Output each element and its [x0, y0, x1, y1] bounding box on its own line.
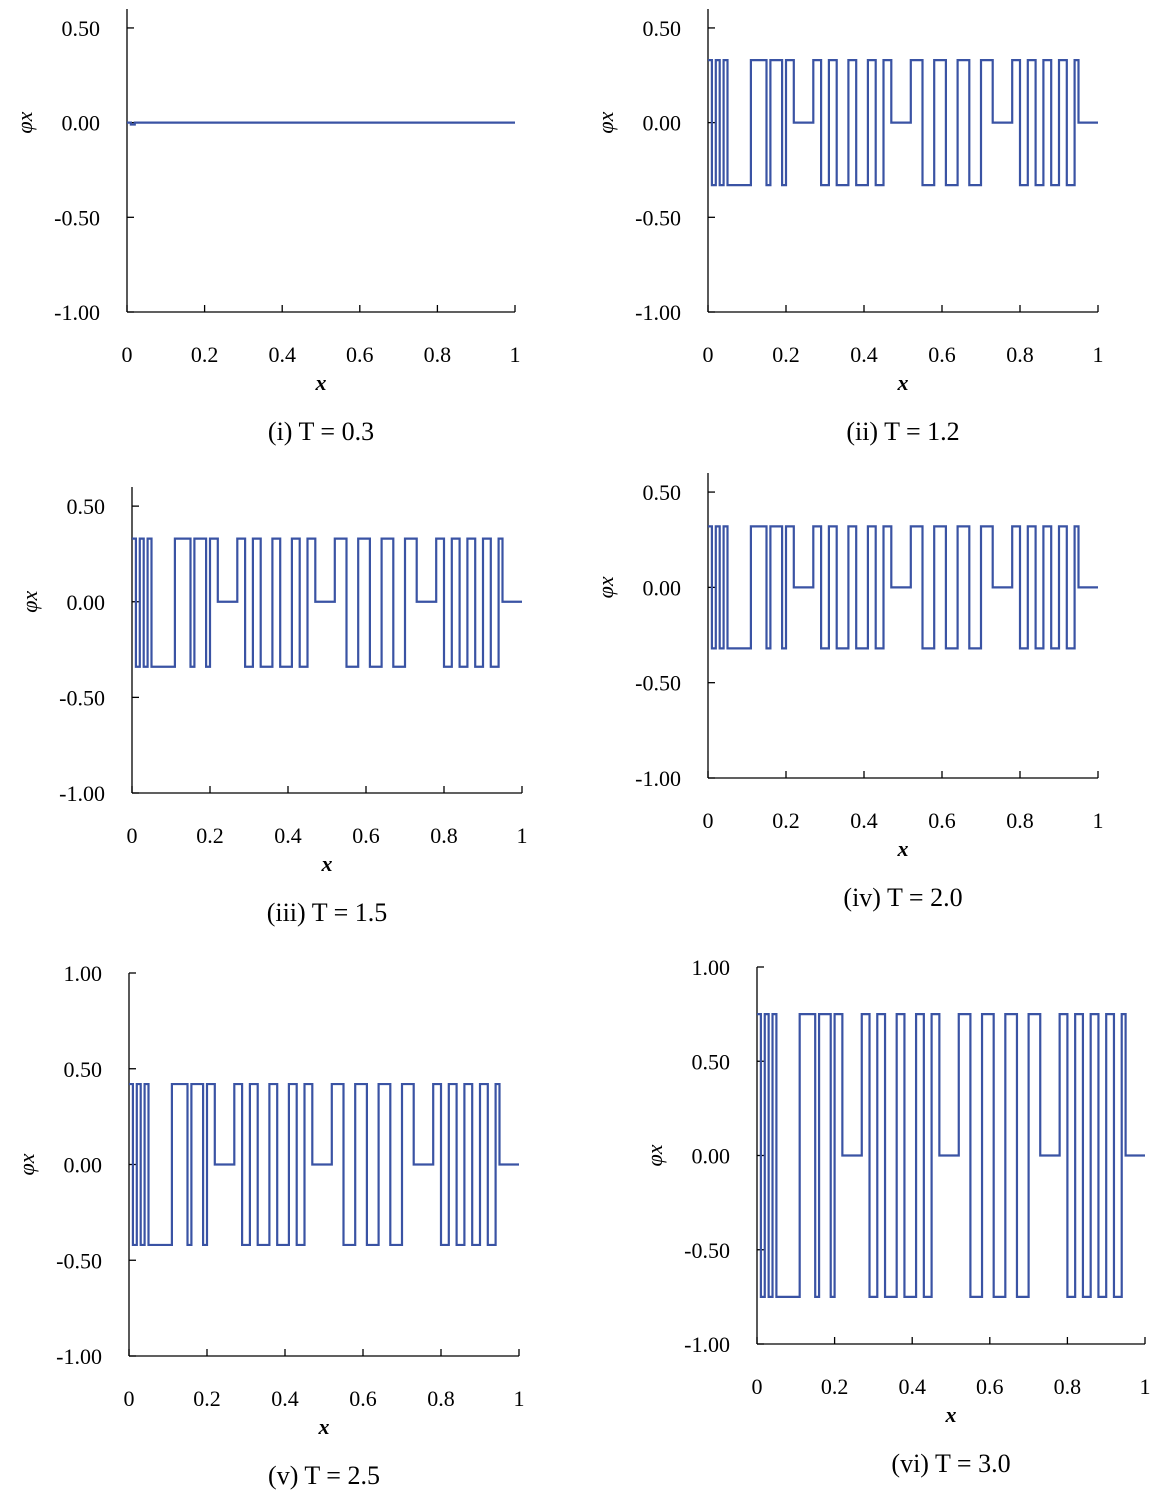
y-axis-title: φx — [593, 111, 618, 133]
x-tick-label: 0.8 — [427, 1386, 455, 1411]
x-tick-label: 1 — [1093, 808, 1104, 833]
panel: -1.00 -0.50 0.00 0.50 1.00 0 0.2 0.4 0.6 0.8 1 x φx (… — [14, 961, 525, 1490]
y-axis-title: φx — [12, 111, 37, 133]
y-axis-title: φx — [642, 1144, 667, 1166]
y-axis-title: φx — [593, 576, 618, 598]
x-tick-label: 0 — [127, 823, 138, 848]
caption: (iii) T = 1.5 — [267, 898, 388, 927]
x-tick-label: 0.2 — [193, 1386, 221, 1411]
y-tick-label: 0.00 — [64, 1153, 103, 1178]
x-tick-label: 0.8 — [430, 823, 458, 848]
x-tick-label: 0 — [124, 1386, 135, 1411]
data-line — [127, 121, 515, 126]
data-line — [708, 59, 1098, 187]
x-tick-label: 1 — [1093, 342, 1104, 367]
y-tick-label: -1.00 — [59, 781, 105, 806]
y-tick-label: 0.00 — [692, 1144, 731, 1169]
x-tick-label: 0.4 — [274, 823, 302, 848]
x-axis-title: x — [315, 370, 327, 395]
panel: -1.00 -0.50 0.00 0.50 0 0.2 0.4 0.6 0.8 1 x φx (iv) … — [593, 473, 1104, 912]
y-tick-label: 0.00 — [643, 575, 682, 600]
y-tick-label: 1.00 — [64, 961, 103, 986]
x-tick-label: 0.8 — [424, 342, 452, 367]
y-axis-title: φx — [17, 591, 42, 613]
caption: (ii) T = 1.2 — [846, 417, 959, 446]
y-tick-label: 0.00 — [67, 590, 106, 615]
panel: -1.00 -0.50 0.00 0.50 0 0.2 0.4 0.6 0.8 1 x φx (ii) … — [593, 9, 1104, 446]
x-tick-label: 0.4 — [850, 342, 878, 367]
x-tick-label: 0.8 — [1006, 342, 1034, 367]
x-tick-label: 0.2 — [196, 823, 224, 848]
data-line — [708, 525, 1098, 650]
panel: -1.00 -0.50 0.00 0.50 0 0.2 0.4 0.6 0.8 1 x φx (i) T… — [12, 9, 521, 446]
x-axis-title: x — [318, 1414, 330, 1439]
x-tick-label: 0 — [703, 342, 714, 367]
data-line — [757, 1013, 1145, 1298]
x-tick-label: 0.6 — [928, 342, 956, 367]
y-tick-label: -0.50 — [56, 1248, 102, 1273]
x-tick-label: 0 — [703, 808, 714, 833]
x-tick-label: 1 — [514, 1386, 525, 1411]
x-tick-label: 0.2 — [191, 342, 219, 367]
y-tick-label: -0.50 — [59, 685, 105, 710]
y-tick-label: 0.50 — [692, 1049, 731, 1074]
x-tick-label: 0.4 — [268, 342, 296, 367]
y-tick-label: -0.50 — [635, 205, 681, 230]
panel: -1.00 -0.50 0.00 0.50 0 0.2 0.4 0.6 0.8 1 x φx (iii)… — [17, 487, 528, 927]
x-axis-title: x — [897, 836, 909, 861]
y-tick-label: 0.50 — [643, 16, 682, 41]
y-tick-label: -1.00 — [54, 300, 100, 325]
x-tick-label: 0.6 — [352, 823, 380, 848]
x-tick-label: 0 — [752, 1374, 763, 1399]
y-tick-label: 1.00 — [692, 955, 731, 980]
x-tick-label: 0.8 — [1054, 1374, 1082, 1399]
x-tick-label: 0.6 — [349, 1386, 377, 1411]
y-tick-label: -0.50 — [635, 671, 681, 696]
x-tick-label: 0.2 — [821, 1374, 849, 1399]
x-tick-label: 1 — [1140, 1374, 1151, 1399]
x-axis-title: x — [945, 1402, 957, 1427]
y-axis-title: φx — [14, 1153, 39, 1175]
x-tick-label: 0 — [122, 342, 133, 367]
x-tick-label: 0.2 — [772, 808, 800, 833]
y-tick-label: 0.50 — [67, 494, 106, 519]
x-tick-label: 0.4 — [271, 1386, 299, 1411]
y-tick-label: 0.50 — [64, 1057, 103, 1082]
caption: (i) T = 0.3 — [268, 417, 374, 446]
caption: (iv) T = 2.0 — [843, 883, 962, 912]
y-tick-label: -1.00 — [635, 766, 681, 791]
x-tick-label: 0.2 — [772, 342, 800, 367]
data-line — [129, 1082, 519, 1247]
data-line — [132, 537, 522, 668]
caption: (vi) T = 3.0 — [891, 1449, 1010, 1478]
y-tick-label: 0.50 — [62, 16, 101, 41]
y-tick-label: 0.00 — [62, 111, 101, 136]
y-tick-label: -1.00 — [56, 1344, 102, 1369]
y-tick-label: -0.50 — [54, 205, 100, 230]
panel: -1.00 -0.50 0.00 0.50 1.00 0 0.2 0.4 0.6 0.8 1 x φx (… — [642, 955, 1151, 1478]
y-tick-label: -1.00 — [635, 300, 681, 325]
y-tick-label: 0.50 — [643, 480, 682, 505]
x-tick-label: 0.6 — [346, 342, 374, 367]
x-tick-label: 0.4 — [850, 808, 878, 833]
x-axis-title: x — [897, 370, 909, 395]
y-tick-label: -1.00 — [684, 1332, 730, 1357]
x-tick-label: 0.8 — [1006, 808, 1034, 833]
y-tick-label: -0.50 — [684, 1238, 730, 1263]
x-axis-title: x — [321, 851, 333, 876]
x-tick-label: 0.6 — [928, 808, 956, 833]
y-tick-label: 0.00 — [643, 111, 682, 136]
x-tick-label: 0.4 — [898, 1374, 926, 1399]
caption: (v) T = 2.5 — [268, 1461, 380, 1490]
x-tick-label: 0.6 — [976, 1374, 1004, 1399]
x-tick-label: 1 — [510, 342, 521, 367]
x-tick-label: 1 — [517, 823, 528, 848]
